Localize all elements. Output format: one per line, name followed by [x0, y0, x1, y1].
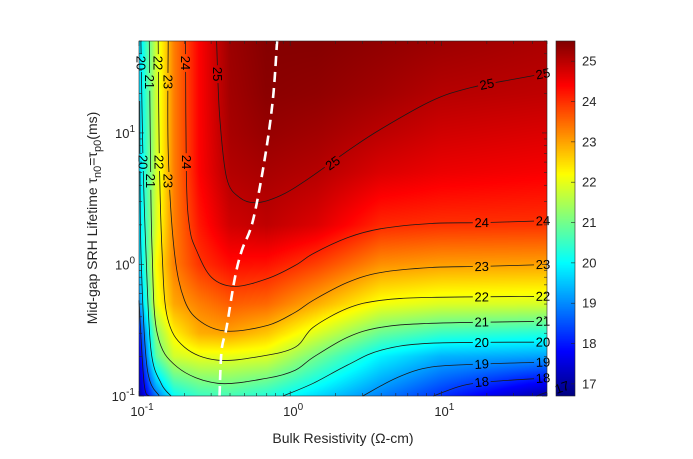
colorbar-tick-label: 20 — [582, 255, 596, 270]
contour-label: 23 — [474, 259, 489, 274]
colorbar-tick-label: 25 — [582, 54, 596, 69]
contour-label: 19 — [474, 356, 489, 372]
contour-label: 24 — [474, 215, 489, 230]
contour-line-23 — [167, 40, 548, 332]
contour-label: 20 — [133, 56, 148, 70]
contour-line-22 — [157, 40, 548, 361]
contour-label: 24 — [178, 56, 193, 70]
contour-label: 24 — [535, 213, 550, 228]
contour-label: 25 — [534, 65, 551, 82]
colorbar: 17 18 19 20 21 22 23 24 25 — [555, 40, 596, 397]
colorbar-tick-label: 17 — [582, 376, 596, 391]
contour-label: 25 — [478, 75, 495, 93]
contour-label: 25 — [210, 67, 225, 81]
contour-label: 25 — [322, 153, 342, 174]
colorbar-tick-label: 18 — [582, 336, 596, 351]
optimum-dashed-line — [218, 40, 279, 397]
x-axis-label: Bulk Resistivity (Ω-cm) — [272, 430, 413, 446]
y-label-text: (ms) — [84, 112, 100, 140]
y-tick-label: 10-1 — [112, 387, 136, 404]
contour-label: 17 — [553, 378, 572, 397]
y-tick-label: 101 — [115, 124, 135, 141]
axes: 10-1 100 101 10-1 100 101 — [112, 40, 548, 419]
x-tick-label: 10-1 — [130, 402, 154, 419]
contour-line-24 — [185, 40, 548, 287]
y-axis-label: Mid-gap SRH Lifetime τn0=τp0(ms) — [84, 112, 104, 325]
contour-line-19 — [362, 361, 548, 397]
x-tick-label: 101 — [434, 402, 454, 419]
x-tick-label: 100 — [283, 402, 303, 419]
contour-label: 21 — [474, 314, 489, 329]
contour-label: 20 — [135, 155, 150, 169]
contour-line-18 — [138, 300, 150, 397]
contour-lines — [138, 40, 548, 397]
contour-label: 18 — [535, 370, 550, 386]
contour-line-18 — [433, 377, 548, 397]
contour-label: 23 — [161, 174, 176, 188]
contour-label: 20 — [536, 335, 551, 350]
colorbar-tick-label: 24 — [582, 94, 596, 109]
contour-label: 22 — [151, 56, 166, 70]
colorbar-tick-label: 23 — [582, 134, 596, 149]
contour-line-21 — [148, 40, 548, 385]
contour-line-20 — [140, 40, 172, 397]
y-tick-label: 100 — [115, 255, 135, 272]
contour-label: 19 — [535, 354, 550, 369]
colorbar-tick-label: 22 — [582, 175, 596, 190]
y-label-subscript: n0 — [92, 166, 104, 178]
contour-label: 21 — [142, 75, 157, 89]
y-label-text: =τ — [84, 152, 100, 166]
contour-label: 22 — [474, 289, 489, 304]
contour-line-20 — [282, 341, 548, 397]
contour-label: 21 — [536, 314, 551, 329]
colorbar-frame — [555, 40, 576, 397]
contour-label: 18 — [474, 374, 490, 391]
colorbar-tick-label: 21 — [582, 215, 596, 230]
colorbar-tick-label: 19 — [582, 296, 596, 311]
contour-label: 21 — [143, 174, 158, 188]
contour-label: 22 — [152, 155, 167, 169]
y-label-subscript: p0 — [92, 140, 104, 152]
contour-label: 24 — [179, 155, 194, 169]
dashed-line — [218, 40, 279, 397]
contour-label: 23 — [161, 75, 176, 89]
axes-box — [138, 40, 548, 397]
y-label-text: Mid-gap SRH Lifetime τ — [84, 177, 100, 324]
colorbar-gradient — [556, 41, 575, 396]
contour-label: 20 — [474, 335, 489, 350]
contour-line-17 — [536, 391, 548, 397]
contour-label: 22 — [536, 289, 551, 304]
contour-line-25 — [216, 40, 548, 204]
heatmap-field — [139, 41, 547, 396]
